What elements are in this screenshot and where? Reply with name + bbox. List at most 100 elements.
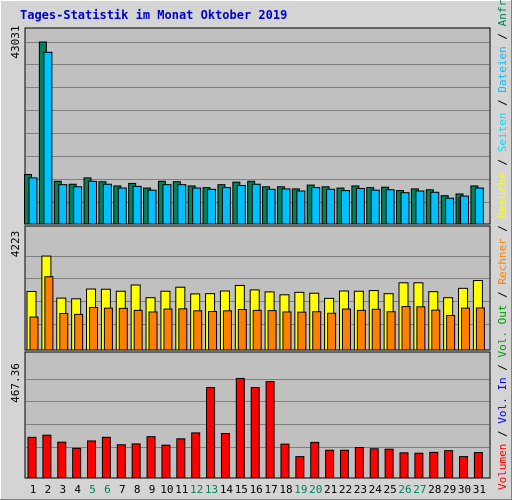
bar-sites-day-1: [29, 316, 39, 351]
bar-files-day-1: [28, 177, 38, 225]
bar-files-day-4: [73, 186, 83, 225]
bar-volume-day-29: [444, 450, 454, 479]
legend-item: Besuche: [496, 172, 509, 218]
bar-sites-day-18: [282, 311, 292, 351]
bar-volume-day-17: [265, 381, 275, 479]
bar-volume-day-27: [414, 452, 424, 479]
bar-files-day-25: [385, 189, 395, 225]
legend-item: Volumen: [496, 444, 509, 490]
legend-item: Vol. Out: [496, 305, 509, 358]
bar-volume-day-15: [235, 377, 245, 479]
bar-sites-day-14: [222, 310, 232, 351]
bar-sites-day-16: [252, 309, 262, 351]
bar-volume-day-23: [354, 446, 364, 479]
bar-volume-day-7: [116, 444, 126, 479]
bar-files-day-14: [221, 187, 231, 225]
bar-volume-day-1: [27, 436, 37, 479]
bar-files-day-21: [326, 188, 336, 225]
bar-files-day-8: [132, 185, 142, 225]
bar-files-day-23: [355, 187, 365, 225]
bar-volume-day-14: [220, 433, 230, 479]
bar-files-day-6: [102, 183, 112, 225]
bar-files-day-27: [415, 190, 425, 225]
legend-item: Rechner: [496, 238, 509, 285]
bar-sites-day-13: [208, 310, 218, 351]
bar-sites-day-3: [59, 312, 69, 351]
day-label-2: 2: [45, 483, 52, 496]
y-max-label: 43031: [9, 25, 22, 58]
day-label-31: 31: [473, 483, 486, 496]
bar-sites-day-12: [193, 310, 203, 351]
bar-volume-day-22: [339, 449, 349, 479]
day-label-19: 19: [294, 483, 307, 496]
legend-item: Dateien: [496, 46, 509, 92]
bar-volume-day-18: [280, 443, 290, 479]
day-label-29: 29: [443, 483, 456, 496]
bar-sites-day-30: [461, 307, 471, 351]
y-max-label: 467.36: [9, 363, 22, 403]
bar-sites-day-25: [386, 311, 396, 351]
day-label-9: 9: [149, 483, 156, 496]
day-label-17: 17: [264, 483, 277, 496]
day-label-12: 12: [190, 483, 203, 496]
bar-files-day-29: [445, 197, 455, 225]
chart-title: Tages-Statistik im Monat Oktober 2019: [20, 8, 287, 22]
day-label-21: 21: [324, 483, 337, 496]
bar-sites-day-24: [371, 308, 381, 351]
day-label-1: 1: [30, 483, 37, 496]
legend-right: Volumen / Vol. In / Vol. Out / Rechner /…: [496, 0, 509, 490]
bar-sites-day-11: [178, 308, 188, 351]
day-label-27: 27: [413, 483, 426, 496]
bar-sites-day-2: [44, 276, 54, 351]
day-label-7: 7: [119, 483, 126, 496]
bar-files-day-9: [147, 189, 157, 225]
bar-files-day-2: [43, 51, 53, 225]
bar-sites-day-28: [431, 309, 441, 351]
day-label-26: 26: [398, 483, 411, 496]
bar-volume-day-28: [429, 451, 439, 479]
legend-item: /: [496, 358, 509, 378]
bar-files-day-5: [88, 180, 98, 225]
day-label-8: 8: [134, 483, 141, 496]
legend-item: /: [496, 152, 509, 172]
legend-item: /: [496, 285, 509, 305]
legend-item: Seiten: [496, 112, 509, 152]
bar-sites-day-22: [341, 308, 351, 351]
bar-sites-day-17: [267, 310, 277, 351]
day-label-6: 6: [104, 483, 111, 496]
bar-files-day-3: [58, 184, 68, 225]
legend-item: /: [496, 218, 509, 238]
bar-files-day-22: [340, 190, 350, 225]
bar-volume-day-5: [87, 440, 97, 479]
bar-volume-day-12: [191, 432, 201, 479]
bar-sites-day-4: [74, 313, 84, 351]
bar-files-day-13: [207, 188, 217, 225]
bar-sites-day-5: [89, 306, 99, 351]
bar-volume-day-9: [146, 436, 156, 479]
bar-sites-day-7: [118, 307, 128, 351]
bar-volume-day-10: [161, 444, 171, 479]
day-label-25: 25: [383, 483, 396, 496]
bar-sites-day-26: [401, 306, 411, 351]
bar-sites-day-29: [446, 314, 456, 351]
bar-sites-day-21: [327, 312, 337, 351]
bar-volume-day-2: [42, 434, 52, 479]
legend-item: /: [496, 26, 509, 46]
legend-item: /: [496, 93, 509, 113]
bar-sites-day-20: [312, 311, 322, 351]
day-label-11: 11: [175, 483, 188, 496]
bar-files-day-19: [296, 190, 306, 225]
day-label-23: 23: [354, 483, 367, 496]
bar-volume-day-11: [176, 438, 186, 479]
bar-volume-day-24: [369, 448, 379, 479]
bar-volume-day-21: [325, 449, 335, 479]
bar-volume-day-30: [459, 456, 469, 479]
day-label-28: 28: [428, 483, 441, 496]
day-label-10: 10: [160, 483, 173, 496]
bar-files-day-18: [281, 188, 291, 225]
bar-sites-day-10: [163, 308, 173, 351]
bar-files-day-30: [460, 195, 470, 225]
bar-volume-day-8: [131, 443, 141, 479]
